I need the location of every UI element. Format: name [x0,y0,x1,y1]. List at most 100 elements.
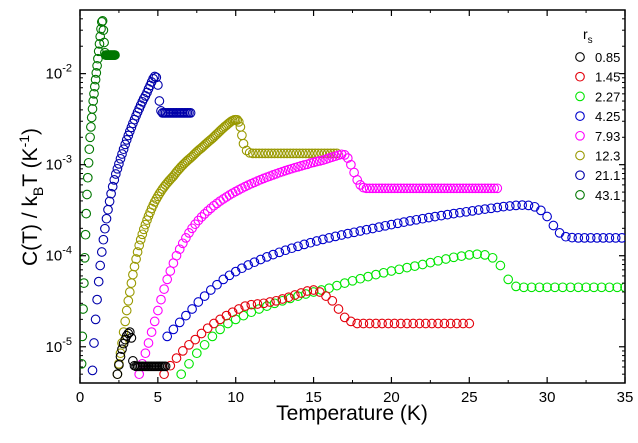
data-point [83,157,94,168]
data-point [124,287,135,297]
data-point [495,260,506,271]
legend-marker [575,71,585,82]
y-tick-label: 10-3 [46,154,72,174]
data-point [448,252,459,263]
data-point [176,369,187,380]
data-point [193,215,204,226]
data-point [411,214,422,225]
y-axis-title-mid: T (K [19,147,42,186]
data-point [439,183,450,194]
data-point [308,285,319,295]
data-point [184,339,194,350]
data-point [377,318,387,329]
data-point [550,282,560,293]
data-point [134,369,145,380]
data-point [581,282,591,293]
data-point [274,247,285,258]
data-point [199,209,210,219]
data-point [290,290,300,300]
data-point [209,318,219,329]
legend-title: rs [583,26,593,46]
data-point [140,348,151,359]
data-point [445,183,456,194]
data-point [177,238,188,249]
data-point [81,208,92,219]
data-point [347,275,358,286]
data-point [82,189,92,200]
data-point [427,318,437,329]
series-21.1 [87,71,196,376]
y-axis-title-main: C(T) / k [19,196,42,266]
y-axis: 10-5 10-4 10-3 10-2 [46,9,625,384]
data-point [227,307,238,318]
data-point [433,255,443,266]
data-point [361,183,372,194]
legend-title-sub: s [588,35,593,46]
data-point [492,183,503,194]
data-point [433,318,443,329]
data-point [414,318,425,329]
data-point [456,251,467,261]
data-point [91,68,102,78]
data-point [165,360,176,371]
data-markers [80,16,625,380]
data-point [138,224,149,235]
data-point [149,197,160,207]
x-tick-label: 0 [76,389,84,406]
data-point [573,233,584,243]
data-point [389,318,400,329]
data-point [123,295,134,306]
data-point [483,183,493,194]
y-tick-label: 10-4 [46,245,72,265]
data-point [86,112,97,123]
data-point [215,324,225,335]
x-tick-label: 15 [305,389,322,406]
data-point [476,183,487,194]
data-point [448,208,459,219]
data-point [293,241,303,252]
data-point [258,298,269,309]
data-point [420,318,431,329]
data-point [135,234,146,245]
data-point [565,282,576,293]
data-point [249,257,260,268]
data-point [380,220,391,231]
data-point [118,144,129,155]
data-point [241,145,252,156]
legend-marker [575,52,585,62]
data-point [389,183,400,194]
data-point [262,252,272,262]
data-point [327,295,338,306]
data-point [346,316,356,327]
data-point [90,314,101,325]
data-point [168,324,179,335]
data-point [374,222,384,232]
data-point [240,301,250,311]
data-point [252,299,263,309]
data-point [455,183,465,194]
data-point [237,263,247,274]
data-point [156,294,166,305]
x-tick-label: 30 [539,389,556,406]
data-point [80,358,87,369]
data-point [386,183,397,194]
data-point [246,299,257,310]
data-point [430,211,440,222]
data-point [408,183,419,194]
data-point [218,274,229,285]
data-point [399,183,409,194]
data-point [511,200,521,211]
y-axis-title-sub: B [30,187,46,196]
data-point [371,183,381,194]
data-point [386,266,397,276]
data-point [288,148,299,159]
data-point [408,318,419,329]
data-point [255,254,266,265]
data-point [171,250,182,261]
data-point [80,229,91,240]
data-point [266,148,277,159]
data-point [149,71,160,82]
data-point [371,269,381,280]
data-point [294,148,305,159]
